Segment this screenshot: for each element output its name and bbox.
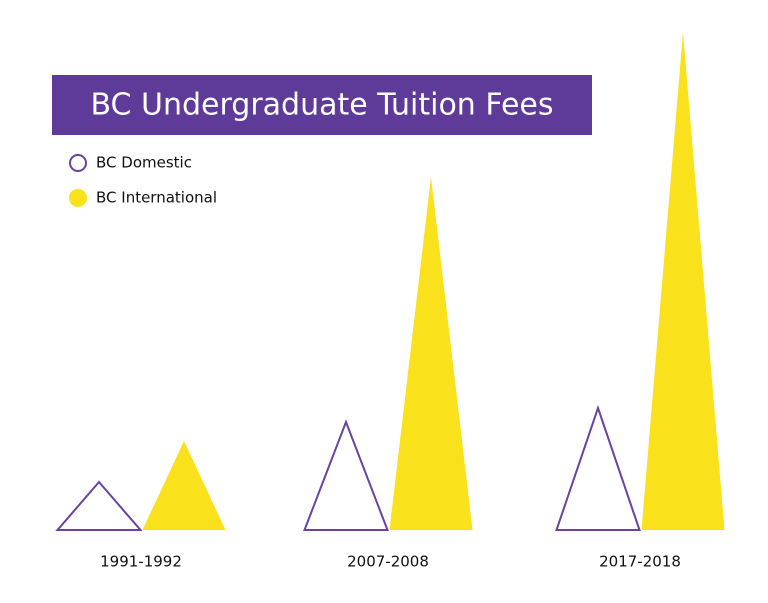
triangle [641, 32, 725, 530]
legend-label: BC Domestic [96, 154, 192, 172]
triangle [55, 480, 143, 531]
title-banner [52, 75, 592, 135]
triangle [303, 419, 389, 531]
chart-title: BC Undergraduate Tuition Fees [90, 88, 553, 123]
triangle [389, 177, 473, 530]
x-tick-label: 2017-2018 [599, 553, 681, 571]
legend-label: BC International [96, 189, 217, 207]
x-tick-label: 1991-1992 [100, 553, 182, 571]
triangle [142, 441, 226, 530]
x-tick-label: 2007-2008 [347, 553, 429, 571]
legend-marker [69, 154, 87, 172]
triangle [555, 404, 641, 531]
legend-marker [69, 189, 87, 207]
